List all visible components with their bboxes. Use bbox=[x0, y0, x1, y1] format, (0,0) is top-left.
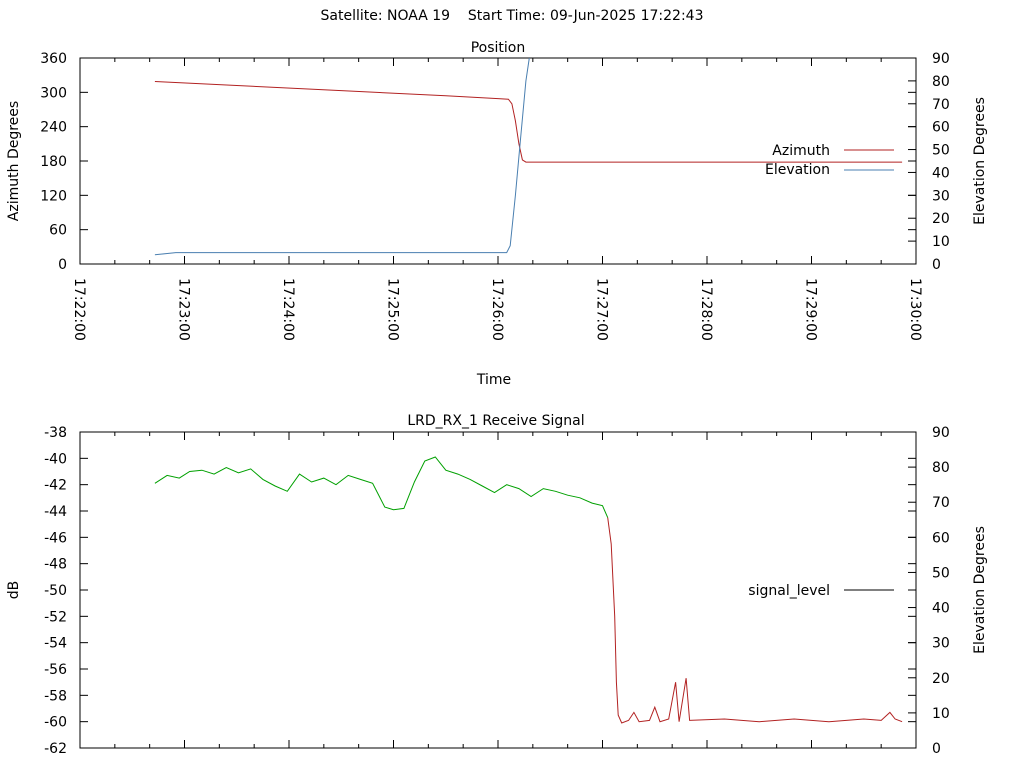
position-y2-tick-label: 30 bbox=[932, 188, 950, 204]
position-chart: Position Time Azimuth Degrees Elevation … bbox=[6, 40, 988, 388]
position-x-axis-label: Time bbox=[476, 372, 511, 388]
signal-y-tick-label: -62 bbox=[44, 741, 67, 757]
position-y2-tick-label: 70 bbox=[932, 97, 950, 113]
signal-y2-tick-label: 60 bbox=[932, 530, 950, 546]
signal-y2-tick-label: 30 bbox=[932, 636, 950, 652]
signal-axis-ticks: -62 -60 -58 -56 -54 -52 -50 -48 -46 -44 -42 -40 -38 0… bbox=[44, 425, 950, 757]
signal-y-tick-label: -40 bbox=[44, 451, 67, 467]
signal-chart: LRD_RX_1 Receive Signal dB Elevation Deg… bbox=[6, 413, 988, 757]
position-x-tick-label: 17:22:00 bbox=[71, 278, 87, 341]
signal-legend: signal_level bbox=[748, 583, 894, 599]
series-line-signal-level-locked bbox=[154, 456, 609, 518]
position-y2-tick-label: 50 bbox=[932, 143, 950, 159]
signal-chart-title: LRD_RX_1 Receive Signal bbox=[407, 413, 584, 429]
signal-y-tick-label: -38 bbox=[44, 425, 67, 441]
position-y2-tick-label: 10 bbox=[932, 234, 950, 250]
position-y-tick-label: 240 bbox=[40, 120, 67, 136]
position-y-tick-label: 180 bbox=[40, 154, 67, 170]
position-x-tick-label: 17:30:00 bbox=[907, 278, 923, 341]
signal-y-tick-label: -60 bbox=[44, 715, 67, 731]
position-y-axis-label: Azimuth Degrees bbox=[6, 101, 22, 221]
signal-y-tick-label: -52 bbox=[44, 609, 67, 625]
signal-y2-axis-label: Elevation Degrees bbox=[972, 526, 988, 654]
page-title: Satellite: NOAA 19 Start Time: 09-Jun-20… bbox=[320, 8, 704, 24]
position-x-tick-label: 17:24:00 bbox=[280, 278, 296, 341]
position-y2-tick-label: 20 bbox=[932, 211, 950, 227]
signal-y-tick-label: -48 bbox=[44, 557, 67, 573]
series-line-azimuth bbox=[154, 81, 903, 163]
position-y2-tick-label: 90 bbox=[932, 51, 950, 67]
position-y2-tick-label: 80 bbox=[932, 74, 950, 90]
signal-y-tick-label: -42 bbox=[44, 478, 67, 494]
position-x-tick-label: 17:26:00 bbox=[489, 278, 505, 341]
position-y-tick-label: 0 bbox=[58, 257, 67, 273]
position-plot-frame bbox=[79, 57, 917, 265]
position-series bbox=[154, 57, 903, 256]
signal-y2-tick-label: 10 bbox=[932, 706, 950, 722]
legend-label-azimuth: Azimuth bbox=[772, 143, 830, 159]
position-y-tick-label: 120 bbox=[40, 188, 67, 204]
signal-y2-tick-label: 90 bbox=[932, 425, 950, 441]
position-y2-tick-label: 0 bbox=[932, 257, 941, 273]
signal-y2-tick-label: 40 bbox=[932, 601, 950, 617]
legend-label-elevation: Elevation bbox=[765, 162, 830, 178]
position-x-tick-label: 17:29:00 bbox=[803, 278, 819, 341]
signal-y-tick-label: -46 bbox=[44, 530, 67, 546]
signal-y2-tick-label: 0 bbox=[932, 741, 941, 757]
signal-y2-tick-label: 50 bbox=[932, 565, 950, 581]
signal-y2-tick-label: 80 bbox=[932, 460, 950, 476]
position-axis-ticks: 0 60 120 180 240 300 360 0 10 20 30 40 50 60 70 80 90 17:… bbox=[40, 51, 950, 341]
signal-y2-tick-label: 70 bbox=[932, 495, 950, 511]
position-y-tick-label: 60 bbox=[49, 223, 67, 239]
position-y2-axis-label: Elevation Degrees bbox=[972, 97, 988, 225]
signal-y-axis-label: dB bbox=[6, 581, 22, 600]
position-y2-tick-label: 40 bbox=[932, 165, 950, 181]
position-y-tick-label: 300 bbox=[40, 85, 67, 101]
position-legend: Azimuth Elevation bbox=[765, 143, 894, 178]
position-x-tick-label: 17:27:00 bbox=[594, 278, 610, 341]
signal-y-tick-label: -56 bbox=[44, 662, 67, 678]
series-line-elevation bbox=[154, 57, 530, 256]
signal-y-tick-label: -44 bbox=[44, 504, 67, 520]
position-y2-tick-label: 60 bbox=[932, 120, 950, 136]
position-x-tick-label: 17:23:00 bbox=[176, 278, 192, 341]
series-line-signal-level-noise bbox=[607, 517, 903, 724]
legend-label-signal-level: signal_level bbox=[748, 583, 830, 599]
position-x-tick-label: 17:25:00 bbox=[385, 278, 401, 341]
signal-series bbox=[154, 456, 903, 724]
signal-y-tick-label: -50 bbox=[44, 583, 67, 599]
signal-y-tick-label: -58 bbox=[44, 688, 67, 704]
signal-y-tick-label: -54 bbox=[44, 636, 67, 652]
position-chart-title: Position bbox=[471, 40, 526, 56]
signal-y2-tick-label: 20 bbox=[932, 671, 950, 687]
position-y-tick-label: 360 bbox=[40, 51, 67, 67]
position-x-tick-label: 17:28:00 bbox=[698, 278, 714, 341]
